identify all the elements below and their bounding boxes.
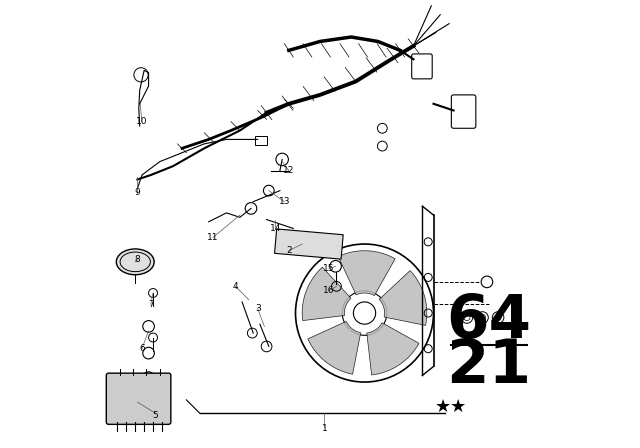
Text: 1: 1 xyxy=(321,424,327,433)
Text: 10: 10 xyxy=(136,117,148,126)
Text: 5: 5 xyxy=(152,411,158,420)
FancyBboxPatch shape xyxy=(451,95,476,128)
Polygon shape xyxy=(338,251,395,296)
Text: 2: 2 xyxy=(286,246,292,255)
Text: 12: 12 xyxy=(283,166,294,175)
Text: 15: 15 xyxy=(323,264,335,273)
FancyBboxPatch shape xyxy=(412,54,432,79)
Text: 13: 13 xyxy=(278,197,290,206)
Text: 7: 7 xyxy=(148,300,154,309)
Text: ★★: ★★ xyxy=(435,397,467,416)
Text: 6: 6 xyxy=(139,344,145,353)
Text: 4: 4 xyxy=(232,282,238,291)
Polygon shape xyxy=(367,323,419,375)
Text: 11: 11 xyxy=(207,233,219,242)
Polygon shape xyxy=(379,271,427,325)
Bar xyxy=(255,136,267,145)
Text: 9: 9 xyxy=(134,188,140,197)
Text: 8: 8 xyxy=(134,255,140,264)
FancyBboxPatch shape xyxy=(106,373,171,424)
Text: 3: 3 xyxy=(255,304,260,313)
Polygon shape xyxy=(275,229,343,259)
Ellipse shape xyxy=(116,249,154,275)
Polygon shape xyxy=(302,267,351,321)
Text: 21: 21 xyxy=(447,337,532,396)
Text: 64: 64 xyxy=(447,293,532,351)
Text: 16: 16 xyxy=(323,286,335,295)
Text: 14: 14 xyxy=(270,224,281,233)
Polygon shape xyxy=(308,321,361,374)
